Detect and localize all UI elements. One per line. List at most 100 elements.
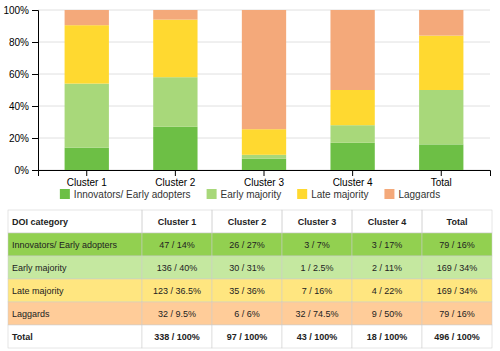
bars	[65, 10, 464, 170]
table-cell	[422, 210, 492, 233]
bar-segment	[330, 90, 374, 125]
x-tick: Cluster 2	[155, 170, 195, 188]
table-text: 3 / 17%	[372, 240, 403, 250]
table-cell	[282, 233, 352, 256]
bar-segment	[242, 129, 286, 155]
y-tick: 60%	[9, 69, 38, 80]
x-tick-label: Cluster 3	[244, 177, 284, 188]
bar-segment	[242, 155, 286, 159]
y-tick: 80%	[9, 37, 38, 48]
legend-item: Innovators/ Early adopters	[60, 189, 191, 200]
table-text: 9 / 50%	[372, 309, 403, 319]
y-tick: 20%	[9, 133, 38, 144]
table-text: 47 / 14%	[159, 240, 195, 250]
grid	[38, 10, 490, 170]
table-header: Cluster 1	[158, 217, 197, 227]
bar-segment	[330, 125, 374, 143]
table-cell	[142, 210, 212, 233]
y-tick-label: 0%	[15, 165, 30, 176]
table-row: Late majority123 / 36.5%35 / 36%7 / 16%4…	[8, 279, 492, 302]
table-header: Total	[447, 217, 468, 227]
bar-segment	[65, 148, 109, 170]
table-text: 30 / 31%	[229, 263, 265, 273]
table-header: Cluster 4	[368, 217, 407, 227]
x-tick-mark	[175, 170, 176, 176]
bar-segment	[153, 127, 197, 170]
table-header: Cluster 2	[228, 217, 267, 227]
y-tick-mark	[32, 170, 38, 171]
y-tick-label: 80%	[9, 37, 29, 48]
table-text: Innovators/ Early adopters	[12, 240, 118, 250]
y-tick-mark	[32, 10, 38, 11]
table-text: 496 / 100%	[434, 332, 480, 342]
y-tick-label: 60%	[9, 69, 29, 80]
table-cell	[352, 210, 422, 233]
table-cell	[282, 210, 352, 233]
table-cell	[142, 325, 212, 348]
legend-label: Innovators/ Early adopters	[74, 189, 191, 200]
x-tick-label: Total	[431, 177, 452, 188]
y-tick-mark	[32, 42, 38, 43]
table-cell	[422, 279, 492, 302]
table-text: 43 / 100%	[297, 332, 338, 342]
y-axis: 0% 20% 40% 60% 80% 100%	[3, 5, 38, 176]
y-tick-label: 40%	[9, 101, 29, 112]
table: DOI categoryCluster 1Cluster 2Cluster 3C…	[8, 210, 492, 348]
table-text: Laggards	[12, 309, 50, 319]
table-text: 79 / 16%	[439, 240, 475, 250]
table-header: DOI category	[12, 217, 68, 227]
legend-label: Laggards	[398, 189, 440, 200]
legend-item: Laggards	[384, 189, 440, 200]
bar-segment	[330, 143, 374, 170]
x-tick: Cluster 4	[333, 170, 373, 188]
bar-segment	[242, 159, 286, 170]
bar-segment	[242, 10, 286, 129]
table-row: Laggards32 / 9.5%6 / 6%32 / 74.5%9 / 50%…	[8, 302, 492, 325]
table-text: 79 / 16%	[439, 309, 475, 319]
legend-swatch	[207, 189, 217, 199]
table-cell	[352, 256, 422, 279]
table-text: 136 / 40%	[157, 263, 198, 273]
table-row: Total338 / 100%97 / 100%43 / 100%18 / 10…	[8, 325, 492, 348]
table-text: 169 / 34%	[437, 263, 478, 273]
y-tick-mark	[32, 138, 38, 139]
table-text: 6 / 6%	[234, 309, 260, 319]
y-tick-label: 100%	[3, 5, 29, 16]
table-cell	[212, 279, 282, 302]
bar-segment	[419, 36, 463, 90]
table-text: 7 / 16%	[302, 286, 333, 296]
table-cell	[8, 210, 142, 233]
table-cell	[422, 256, 492, 279]
x-tick-mark	[441, 170, 442, 176]
legend: Innovators/ Early adoptersEarly majority…	[60, 189, 440, 200]
table-text: 2 / 11%	[372, 263, 402, 273]
table-row: Innovators/ Early adopters47 / 14%26 / 2…	[8, 233, 492, 256]
table-text: 3 / 7%	[304, 240, 330, 250]
bar-segment	[330, 10, 374, 90]
bar-segment	[419, 10, 463, 36]
table-cell	[422, 233, 492, 256]
x-axis-line	[39, 171, 491, 177]
table-text: 169 / 34%	[437, 286, 478, 296]
bar-segment	[153, 20, 197, 78]
table-cell	[142, 279, 212, 302]
table-cell	[282, 279, 352, 302]
bar-segment	[153, 10, 197, 20]
table-cell	[8, 233, 142, 256]
table-cell	[282, 325, 352, 348]
table-cell	[212, 210, 282, 233]
table-text: 18 / 100%	[367, 332, 408, 342]
x-tick: Total	[431, 170, 452, 188]
x-tick-label: Cluster 2	[155, 177, 195, 188]
table-cell	[212, 256, 282, 279]
bar-segment	[65, 84, 109, 148]
table-cell	[8, 325, 142, 348]
table-text: 97 / 100%	[227, 332, 268, 342]
bar-segment	[65, 25, 109, 83]
table-cell	[352, 325, 422, 348]
x-tick-mark	[352, 170, 353, 176]
table-text: 32 / 74.5%	[295, 309, 338, 319]
y-tick: 40%	[9, 101, 38, 112]
x-tick: Cluster 1	[67, 170, 107, 188]
table-cell	[352, 302, 422, 325]
